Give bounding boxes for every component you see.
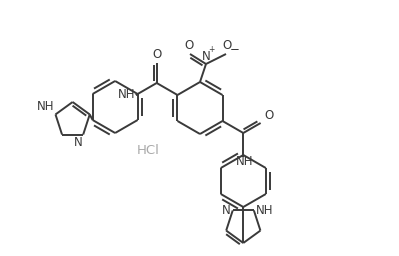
Text: +: +: [208, 45, 214, 54]
Text: NH: NH: [256, 204, 273, 217]
Text: HCl: HCl: [136, 144, 160, 157]
Text: NH: NH: [235, 155, 253, 168]
Text: NH: NH: [37, 100, 55, 113]
Text: N: N: [201, 50, 210, 63]
Text: O: O: [152, 48, 161, 61]
Text: N: N: [222, 204, 231, 217]
Text: O: O: [222, 39, 232, 52]
Text: NH: NH: [117, 88, 135, 101]
Text: N: N: [73, 136, 82, 148]
Text: O: O: [184, 39, 194, 52]
Text: O: O: [265, 109, 274, 122]
Text: −: −: [230, 42, 240, 56]
